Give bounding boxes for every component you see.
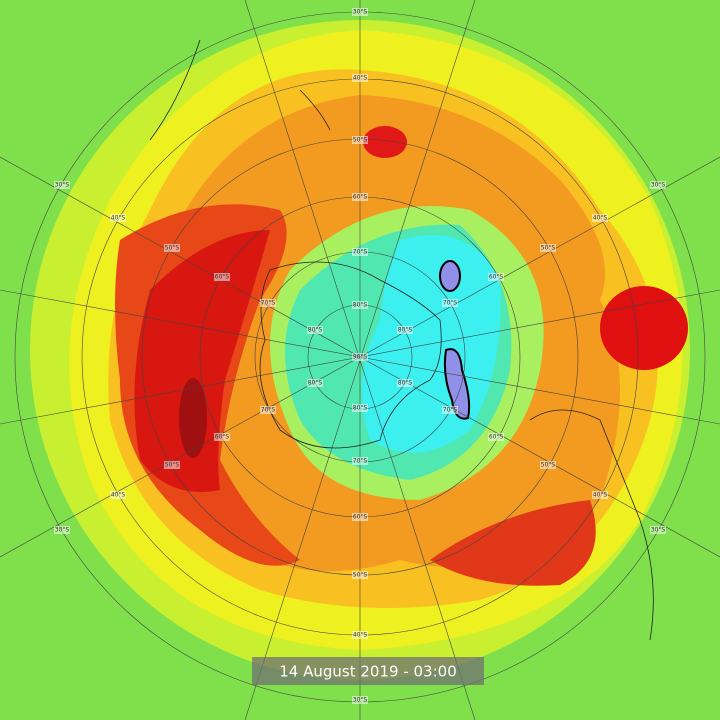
field-red-core	[134, 230, 270, 492]
latitude-label: 60°S	[215, 274, 230, 281]
field-red-bottom	[430, 500, 596, 586]
latitude-label: 80°S	[308, 327, 323, 334]
latitude-label: 60°S	[215, 434, 230, 441]
label-bg	[352, 513, 368, 521]
label-bg	[54, 181, 70, 189]
latitude-label: 70°S	[443, 407, 458, 414]
label-bg	[442, 299, 458, 307]
latitude-label: 50°S	[541, 245, 556, 252]
label-bg	[352, 248, 368, 256]
label-bg	[352, 353, 368, 361]
label-bg	[592, 214, 608, 222]
latitude-label: 60°S	[353, 514, 368, 521]
label-bg	[352, 8, 368, 16]
label-bg	[352, 301, 368, 309]
latitude-label: 50°S	[541, 462, 556, 469]
label-bg	[540, 244, 556, 252]
label-bg	[488, 433, 504, 441]
label-bg	[214, 273, 230, 281]
latitude-label: 60°S	[489, 434, 504, 441]
field-red-top	[363, 126, 407, 158]
latitude-label: 80°S	[353, 405, 368, 412]
label-bg	[352, 136, 368, 144]
latitude-label: 60°S	[489, 274, 504, 281]
latitude-label: 50°S	[353, 137, 368, 144]
latitude-label: 30°S	[353, 697, 368, 704]
label-bg	[352, 404, 368, 412]
field-darkred	[179, 378, 207, 458]
timestamp: 14 August 2019 - 03:00	[279, 663, 456, 681]
label-bg	[307, 379, 323, 387]
latitude-label: 40°S	[593, 215, 608, 222]
label-bg	[260, 406, 276, 414]
latitude-label: 70°S	[261, 407, 276, 414]
latitude-label: 50°S	[353, 572, 368, 579]
label-bg	[397, 326, 413, 334]
label-bg	[650, 526, 666, 534]
latitude-label: 90°S	[353, 354, 368, 361]
latitude-label: 30°S	[55, 527, 70, 534]
latitude-label: 80°S	[308, 380, 323, 387]
field-red-right	[600, 286, 688, 370]
latitude-label: 40°S	[593, 492, 608, 499]
label-bg	[54, 526, 70, 534]
label-bg	[307, 326, 323, 334]
label-bg	[352, 631, 368, 639]
latitude-label: 50°S	[165, 245, 180, 252]
label-bg	[214, 433, 230, 441]
latitude-label: 40°S	[111, 215, 126, 222]
label-bg	[352, 457, 368, 465]
label-bg	[110, 214, 126, 222]
field-blue-2	[443, 348, 471, 420]
label-bg	[164, 244, 180, 252]
label-bg	[352, 571, 368, 579]
latitude-label: 50°S	[165, 462, 180, 469]
latitude-label: 30°S	[651, 182, 666, 189]
label-bg	[260, 299, 276, 307]
latitude-label: 30°S	[651, 527, 666, 534]
label-bg	[110, 491, 126, 499]
timestamp-box	[252, 657, 484, 685]
label-bg	[352, 193, 368, 201]
label-bg	[488, 273, 504, 281]
label-bg	[650, 181, 666, 189]
latitude-label: 30°S	[353, 9, 368, 16]
latitude-label: 40°S	[353, 632, 368, 639]
label-bg	[592, 491, 608, 499]
latitude-label: 40°S	[353, 75, 368, 82]
latitude-label: 80°S	[353, 302, 368, 309]
latitude-label: 80°S	[398, 327, 413, 334]
latitude-label: 70°S	[261, 300, 276, 307]
label-bg	[397, 379, 413, 387]
label-bg	[540, 461, 556, 469]
latitude-label: 60°S	[353, 194, 368, 201]
latitude-label: 70°S	[443, 300, 458, 307]
label-bg	[442, 406, 458, 414]
coastlines	[149, 39, 654, 641]
label-bg	[352, 74, 368, 82]
latitude-label: 70°S	[353, 458, 368, 465]
latitude-label: 80°S	[398, 380, 413, 387]
latitude-labels: 30°S 40°S 50°S 60°S 70°S 80°S 90°S 80°S 70°S 60°S…	[54, 8, 666, 704]
label-bg	[352, 696, 368, 704]
latitude-label: 70°S	[353, 249, 368, 256]
latitude-label: 40°S	[111, 492, 126, 499]
label-bg	[164, 461, 180, 469]
latitude-label: 30°S	[55, 182, 70, 189]
field-blue-1	[439, 260, 461, 292]
